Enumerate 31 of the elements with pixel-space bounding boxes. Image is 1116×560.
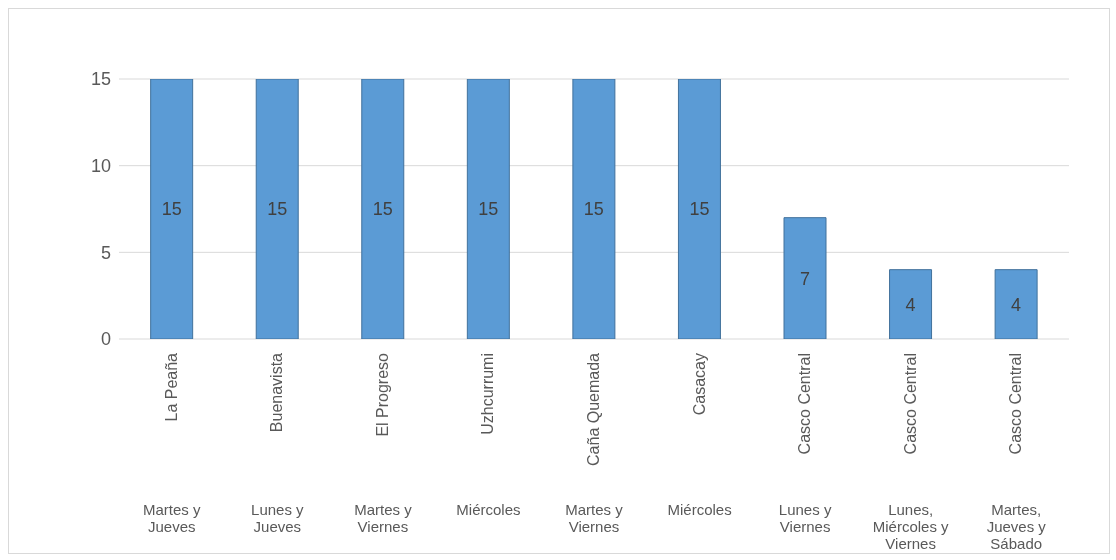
bar — [255, 79, 299, 339]
category-label: Buenavista Lunes y Jueves — [251, 353, 304, 535]
category-label: Caña Quemada Martes y Viernes — [565, 353, 623, 535]
bar — [783, 217, 827, 339]
data-label: 4 — [1011, 294, 1022, 315]
bar — [677, 79, 721, 339]
data-label: 15 — [689, 199, 710, 220]
bar — [572, 79, 616, 339]
data-label: 15 — [161, 199, 182, 220]
bar — [889, 269, 933, 339]
bar — [994, 269, 1038, 339]
data-label: 15 — [583, 199, 604, 220]
category-label: El Progreso Martes y Viernes — [354, 353, 412, 535]
bar — [150, 79, 194, 339]
category-label: Casco Central Martes, Jueves y Sábado — [986, 353, 1046, 552]
y-tick-label: 10 — [90, 156, 111, 177]
category-label: Casco Central Lunes, Miércoles y Viernes — [872, 353, 949, 552]
y-tick-label: 15 — [90, 69, 111, 90]
data-label: 15 — [372, 199, 393, 220]
data-label: 4 — [905, 294, 916, 315]
y-tick-label: 5 — [100, 242, 111, 263]
data-label: 15 — [478, 199, 499, 220]
data-label: 7 — [799, 268, 811, 289]
category-label: Casco Central Lunes y Viernes — [778, 353, 832, 535]
bar — [361, 79, 405, 339]
category-label: La Peaña Martes y Jueves — [143, 353, 201, 535]
y-tick-label: 0 — [100, 329, 111, 350]
data-label: 15 — [267, 199, 288, 220]
category-label: Casacay Miércoles — [667, 353, 732, 518]
bar — [466, 79, 510, 339]
category-label: Uzhcurrumi Miércoles — [456, 353, 521, 518]
